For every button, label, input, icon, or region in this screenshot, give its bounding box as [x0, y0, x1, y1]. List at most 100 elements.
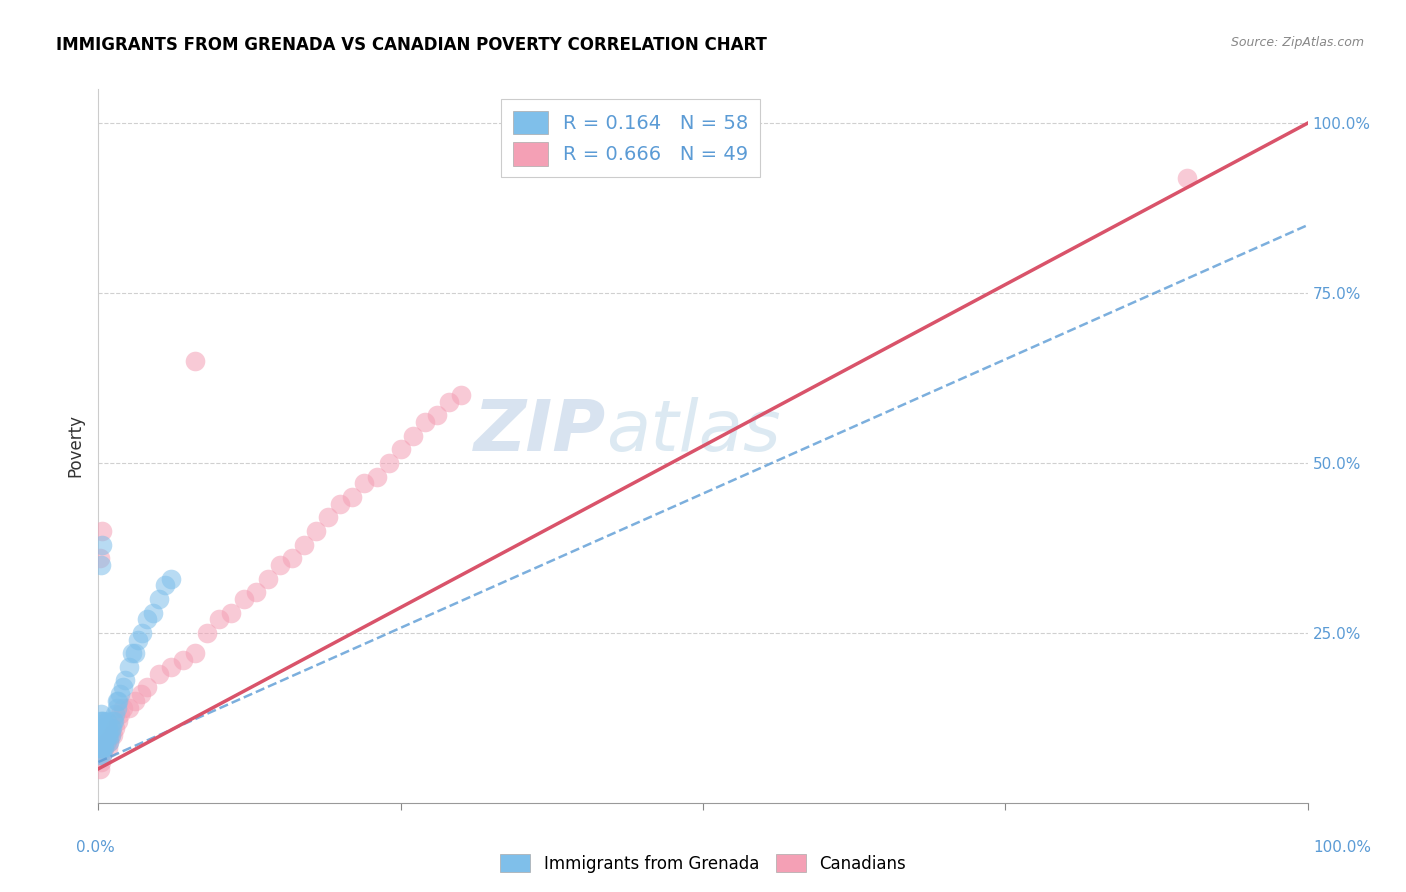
Point — [103, 714, 125, 729]
Point — [135, 680, 157, 694]
Point — [195, 626, 218, 640]
Point — [91, 741, 114, 756]
Point — [104, 721, 127, 735]
Point — [124, 694, 146, 708]
Point — [91, 537, 114, 551]
Point — [96, 734, 118, 748]
Point — [107, 694, 129, 708]
Point — [131, 626, 153, 640]
Point — [160, 572, 183, 586]
Point — [111, 680, 134, 694]
Point — [269, 558, 291, 572]
Point — [281, 551, 304, 566]
Point — [97, 728, 120, 742]
Text: atlas: atlas — [606, 397, 780, 467]
Point — [89, 741, 111, 756]
Point — [98, 734, 121, 748]
Point — [292, 537, 315, 551]
Point — [153, 578, 176, 592]
Point — [111, 700, 134, 714]
Point — [93, 741, 115, 756]
Point — [413, 415, 436, 429]
Point — [100, 721, 122, 735]
Point — [100, 728, 122, 742]
Point — [94, 734, 117, 748]
Point — [108, 707, 131, 722]
Point — [91, 721, 114, 735]
Point — [89, 762, 111, 776]
Point — [93, 741, 115, 756]
Point — [91, 714, 114, 729]
Point — [91, 714, 114, 729]
Point — [148, 591, 170, 606]
Point — [118, 660, 141, 674]
Point — [114, 673, 136, 688]
Point — [91, 734, 114, 748]
Point — [135, 612, 157, 626]
Point — [94, 728, 117, 742]
Point — [91, 524, 114, 538]
Point — [93, 728, 115, 742]
Point — [221, 606, 243, 620]
Point — [98, 734, 121, 748]
Point — [129, 687, 152, 701]
Point — [101, 728, 124, 742]
Point — [90, 734, 112, 748]
Point — [208, 612, 231, 626]
Point — [90, 558, 112, 572]
Point — [90, 741, 112, 756]
Point — [89, 714, 111, 729]
Point — [1175, 170, 1198, 185]
Point — [402, 429, 425, 443]
Point — [329, 497, 352, 511]
Point — [316, 510, 339, 524]
Point — [121, 646, 143, 660]
Point — [101, 714, 124, 729]
Point — [172, 653, 194, 667]
Point — [91, 721, 114, 735]
Point — [90, 755, 112, 769]
Point — [94, 721, 117, 735]
Point — [91, 728, 114, 742]
Point — [100, 728, 122, 742]
Point — [96, 728, 118, 742]
Point — [305, 524, 328, 538]
Point — [104, 707, 127, 722]
Text: Source: ZipAtlas.com: Source: ZipAtlas.com — [1230, 36, 1364, 49]
Point — [96, 714, 118, 729]
Point — [91, 748, 114, 763]
Point — [184, 646, 207, 660]
Point — [105, 700, 128, 714]
Point — [232, 591, 254, 606]
Point — [90, 721, 112, 735]
Point — [94, 734, 117, 748]
Point — [184, 354, 207, 368]
Point — [93, 721, 115, 735]
Point — [91, 741, 114, 756]
Point — [89, 551, 111, 566]
Point — [256, 572, 278, 586]
Point — [98, 728, 121, 742]
Point — [160, 660, 183, 674]
Legend: Immigrants from Grenada, Canadians: Immigrants from Grenada, Canadians — [494, 847, 912, 880]
Point — [148, 666, 170, 681]
Legend: R = 0.164   N = 58, R = 0.666   N = 49: R = 0.164 N = 58, R = 0.666 N = 49 — [501, 99, 761, 178]
Point — [93, 734, 115, 748]
Point — [89, 728, 111, 742]
Point — [96, 721, 118, 735]
Point — [108, 687, 131, 701]
Point — [245, 585, 267, 599]
Text: IMMIGRANTS FROM GRENADA VS CANADIAN POVERTY CORRELATION CHART: IMMIGRANTS FROM GRENADA VS CANADIAN POVE… — [56, 36, 768, 54]
Text: ZIP: ZIP — [474, 397, 606, 467]
Point — [142, 606, 165, 620]
Point — [97, 741, 120, 756]
Point — [124, 646, 146, 660]
Point — [107, 714, 129, 729]
Point — [91, 734, 114, 748]
Point — [353, 476, 375, 491]
Point — [127, 632, 149, 647]
Text: 100.0%: 100.0% — [1313, 840, 1372, 855]
Point — [90, 728, 112, 742]
Y-axis label: Poverty: Poverty — [66, 415, 84, 477]
Point — [437, 394, 460, 409]
